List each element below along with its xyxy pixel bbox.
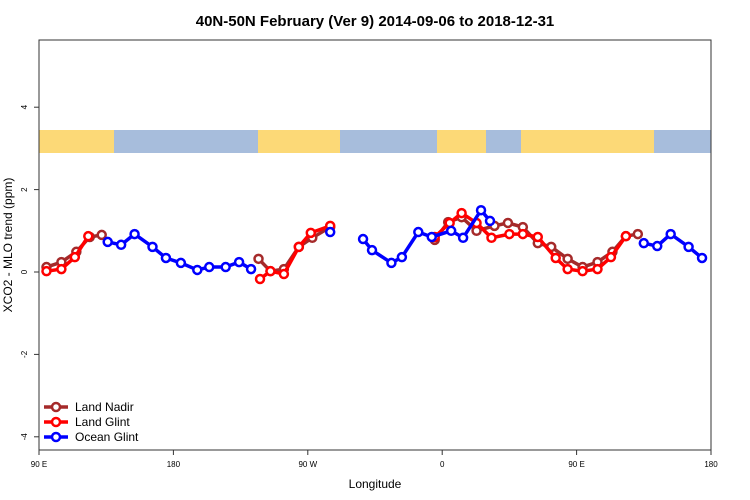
legend-marker bbox=[50, 416, 62, 428]
data-point bbox=[396, 251, 408, 263]
series-line bbox=[46, 235, 90, 273]
x-tick-label: 180 bbox=[704, 460, 718, 469]
data-point bbox=[278, 268, 290, 280]
data-point bbox=[83, 230, 94, 242]
ocean-region bbox=[114, 130, 258, 153]
data-point bbox=[324, 226, 336, 238]
data-point bbox=[457, 232, 469, 244]
chart-title: 40N-50N February (Ver 9) 2014-09-06 to 2… bbox=[196, 13, 555, 30]
data-point bbox=[456, 207, 467, 219]
data-point bbox=[220, 261, 231, 273]
x-tick-label: 90 E bbox=[31, 460, 47, 469]
data-point bbox=[651, 240, 663, 252]
data-point bbox=[254, 273, 266, 285]
y-axis-label: XCO2 - MLO trend (ppm) bbox=[1, 178, 15, 313]
y-tick-label: 0 bbox=[20, 269, 29, 274]
series-land-nadir bbox=[41, 211, 644, 277]
plot-frame bbox=[38, 39, 712, 451]
x-axis-label: Longitude bbox=[349, 477, 402, 491]
y-tick-label: -2 bbox=[20, 350, 29, 358]
y-tick-label: -4 bbox=[20, 433, 29, 441]
data-point bbox=[96, 229, 107, 241]
data-point bbox=[386, 257, 397, 269]
data-point bbox=[562, 253, 573, 265]
data-point bbox=[605, 251, 617, 263]
data-point bbox=[233, 256, 245, 268]
data-point bbox=[562, 263, 573, 275]
series-line bbox=[361, 207, 492, 265]
data-point bbox=[102, 236, 113, 248]
land-region bbox=[437, 130, 486, 153]
data-point bbox=[147, 241, 158, 253]
data-point bbox=[475, 204, 487, 216]
legend-marker bbox=[50, 431, 62, 443]
x-tick-label: 90 W bbox=[298, 460, 317, 469]
ocean-region bbox=[486, 130, 521, 153]
data-point bbox=[203, 261, 215, 273]
data-point bbox=[357, 233, 369, 245]
data-point bbox=[638, 237, 650, 249]
data-point bbox=[413, 226, 424, 238]
series-ocean-glint bbox=[102, 204, 708, 276]
data-point bbox=[160, 252, 172, 264]
data-point bbox=[532, 231, 544, 243]
data-point bbox=[293, 241, 305, 253]
data-point bbox=[305, 227, 317, 239]
legend-marker bbox=[50, 401, 62, 413]
y-tick-label: 4 bbox=[20, 104, 29, 109]
data-point bbox=[366, 244, 378, 256]
data-point bbox=[486, 232, 497, 244]
land-region bbox=[39, 130, 114, 153]
data-point bbox=[683, 241, 694, 253]
data-point bbox=[632, 228, 644, 240]
data-point bbox=[175, 257, 187, 269]
data-point bbox=[577, 265, 588, 277]
data-point bbox=[129, 228, 140, 240]
data-point bbox=[265, 265, 276, 277]
data-point bbox=[592, 263, 603, 275]
data-point bbox=[56, 263, 67, 275]
ocean-region bbox=[654, 130, 711, 153]
data-point bbox=[517, 228, 529, 240]
data-point bbox=[69, 251, 81, 263]
x-tick-label: 180 bbox=[167, 460, 181, 469]
data-point bbox=[245, 263, 257, 275]
data-point bbox=[665, 228, 676, 240]
y-tick-label: 2 bbox=[20, 187, 29, 192]
legend-label: Ocean Glint bbox=[75, 430, 139, 444]
data-point bbox=[504, 228, 515, 240]
legend-label: Land Glint bbox=[75, 415, 130, 429]
data-point bbox=[253, 253, 264, 265]
data-point bbox=[550, 252, 561, 264]
data-point bbox=[426, 231, 437, 243]
data-point bbox=[696, 252, 708, 264]
data-point bbox=[41, 265, 52, 277]
ocean-region bbox=[340, 130, 437, 153]
legend-label: Land Nadir bbox=[75, 400, 134, 414]
data-point bbox=[115, 239, 127, 251]
land-region bbox=[258, 130, 340, 153]
land-region bbox=[521, 130, 654, 153]
x-tick-label: 90 E bbox=[568, 460, 584, 469]
data-point bbox=[484, 215, 496, 227]
data-point bbox=[445, 225, 457, 237]
data-point bbox=[502, 217, 514, 229]
data-point bbox=[192, 264, 203, 276]
data-point bbox=[620, 230, 632, 242]
x-tick-label: 0 bbox=[440, 460, 445, 469]
land-ocean-strip bbox=[39, 130, 711, 153]
